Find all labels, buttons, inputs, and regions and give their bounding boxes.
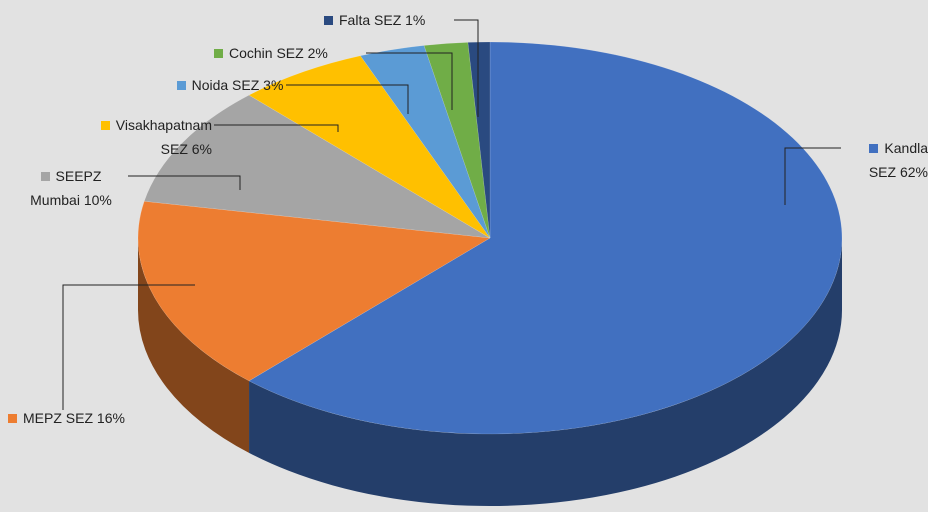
category-label: Falta SEZ	[339, 12, 402, 28]
value-label: 10%	[83, 192, 112, 208]
leader-line	[454, 19, 479, 117]
legend-swatch	[869, 144, 879, 153]
value-label: 16%	[96, 410, 125, 426]
legend-swatch	[324, 16, 333, 25]
category-label: Visakhapatnam SEZ	[115, 117, 212, 157]
category-label: MEPZ SEZ	[23, 410, 94, 426]
data-label: Visakhapatnam SEZ 6%	[77, 113, 212, 161]
data-label: Noida SEZ 3%	[176, 73, 284, 97]
leader-line	[214, 124, 339, 132]
leader-line	[784, 147, 841, 205]
legend-swatch	[176, 81, 186, 90]
value-label: 6%	[191, 141, 212, 157]
category-label: Kandla SEZ	[868, 140, 928, 180]
data-label: SEEPZ Mumbai 10%	[15, 164, 127, 212]
category-label: SEEPZ Mumbai	[30, 168, 102, 208]
slice	[359, 45, 491, 239]
legend-swatch	[8, 414, 17, 423]
slice-side	[138, 238, 250, 453]
slice	[423, 42, 491, 239]
category-label: Cochin SEZ	[229, 45, 304, 61]
legend-swatch	[40, 172, 50, 181]
data-label: MEPZ SEZ 16%	[8, 406, 125, 430]
slice	[248, 55, 491, 239]
legend-swatch	[214, 49, 223, 58]
legend-swatch	[100, 121, 110, 130]
slice	[137, 201, 491, 382]
slice-side	[249, 238, 842, 506]
slice	[248, 41, 843, 435]
slice	[467, 41, 491, 239]
leader-line	[366, 52, 453, 110]
category-label: Noida SEZ	[191, 77, 260, 93]
data-label: Cochin SEZ 2%	[214, 41, 328, 65]
leader-line	[286, 84, 409, 114]
leader-line	[128, 175, 241, 190]
value-label: 2%	[307, 45, 328, 61]
value-label: 3%	[263, 77, 284, 93]
leader-line	[62, 284, 195, 410]
value-label: 62%	[899, 164, 928, 180]
data-label: Kandla SEZ 62%	[843, 136, 928, 184]
data-label: Falta SEZ 1%	[324, 8, 425, 32]
value-label: 1%	[405, 12, 426, 28]
slice	[143, 94, 491, 239]
